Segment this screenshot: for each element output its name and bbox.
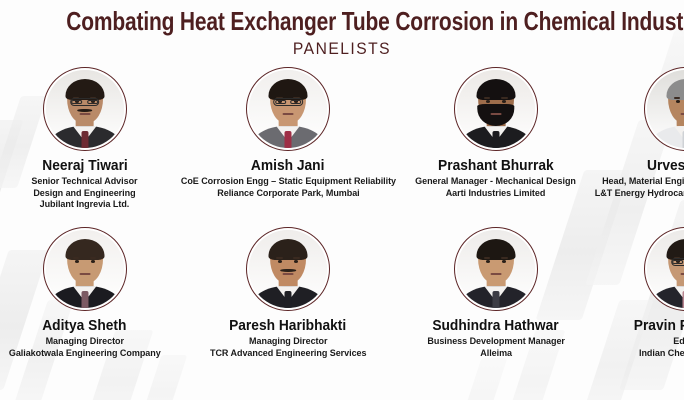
avatar-image — [646, 70, 684, 148]
panelist-name: Prashant Bhurrak — [438, 158, 554, 174]
panelist-name: Amish Jani — [251, 158, 325, 174]
panelist-detail-line1: Managing Director — [248, 336, 328, 347]
panelist-detail-line1: Senior Technical Advisor — [31, 176, 138, 187]
portrait-illustration — [45, 70, 124, 148]
portrait-illustration — [646, 70, 684, 148]
portrait-photo-aditya-sheth — [42, 227, 127, 311]
panelist-detail-line1: Business Development Manager — [427, 336, 565, 347]
avatar-image — [646, 230, 684, 308]
portrait-illustration — [249, 230, 327, 308]
panelist-detail-line2: Reliance Corporate Park, Mumbai — [216, 187, 360, 199]
avatar-image — [45, 230, 124, 308]
portrait-photo-prashant-bhurrak — [453, 67, 538, 151]
panelist-card: Prashant Bhurrak General Manager - Mechan… — [406, 67, 585, 227]
panelist-card: Neeraj Tiwari Senior Technical Advisor Des… — [0, 67, 170, 227]
panelist-details: Managing Director Galiakotwala Engineerin… — [4, 336, 166, 359]
panelist-name: Sudhindra Hathwar — [432, 318, 560, 334]
panelist-details: Business Development Manager Alleima — [423, 336, 569, 359]
portrait-photo-neeraj-tiwari — [42, 67, 127, 151]
panelist-card: Urvesh Vala Head, Material Engineering Te… — [585, 67, 684, 227]
panelist-card: Aditya Sheth Managing Director Galiakotwal… — [0, 227, 170, 387]
panelist-details: Senior Technical Advisor Design and Engin… — [28, 176, 141, 211]
portrait-illustration — [45, 230, 124, 308]
panelist-name: Paresh Haribhakti — [229, 318, 347, 334]
panelist-detail-line1: Head, Material Engineering Technology — [602, 176, 684, 187]
panelist-details: Managing Director TCR Advanced Engineerin… — [205, 336, 371, 359]
avatar-image — [249, 70, 327, 148]
portrait-photo-amish-jani — [246, 67, 330, 151]
portrait-photo-pravin-prashant — [643, 227, 684, 311]
panelist-details: General Manager - Mechanical Design Aarti… — [410, 176, 581, 199]
panelist-detail-line1: General Manager - Mechanical Design — [415, 176, 577, 187]
avatar-image — [249, 230, 327, 308]
panelist-details: CoE Corrosion Engg – Static Equipment Re… — [174, 176, 403, 199]
panelist-name: Urvesh Vala — [646, 158, 684, 174]
portrait-photo-paresh-haribhakti — [246, 227, 330, 311]
panelist-detail-line2: Indian Chemical News — [638, 347, 684, 359]
panelist-card: Paresh Haribhakti Managing Director TCR Ad… — [170, 227, 407, 387]
panelist-details: EditorIndian Chemical News — [636, 336, 684, 359]
panelist-detail-line2: L&T Energy Hydrocarbon Engineering Ltd. — [595, 187, 684, 199]
portrait-photo-urvesh-vala — [643, 67, 684, 151]
panelist-detail-line1: Editor — [672, 336, 684, 347]
panelist-detail-line2: Alleima — [480, 347, 512, 359]
avatar-image — [45, 70, 124, 148]
panelist-details: Head, Material Engineering TechnologyL&T… — [589, 176, 684, 199]
portrait-illustration — [456, 230, 535, 308]
panelist-card: Pravin Prashant EditorIndian Chemical New… — [585, 227, 684, 387]
panelist-name: Neeraj Tiwari — [42, 158, 128, 174]
panelist-name: Aditya Sheth — [42, 318, 127, 334]
poster-header: Combating Heat Exchanger Tube Corrosion … — [0, 0, 684, 59]
avatar-image — [456, 230, 535, 308]
avatar-image — [456, 70, 535, 148]
panelist-detail-line2: Aarti Industries Limited — [446, 187, 546, 199]
portrait-illustration — [646, 230, 684, 308]
panelist-card: Amish Jani CoE Corrosion Engg – Static Eq… — [170, 67, 407, 227]
panelist-detail-line3: Jubilant Ingrevia Ltd. — [39, 199, 130, 211]
panelist-name: Pravin Prashant — [633, 318, 684, 334]
panelist-detail-line1: Managing Director — [45, 336, 124, 347]
page-subtitle: PANELISTS — [292, 39, 392, 58]
panelist-detail-line2: Galiakotwala Engineering Company — [8, 347, 161, 359]
panelist-card: Sudhindra Hathwar Business Development Ma… — [406, 227, 585, 387]
panelists-grid: Neeraj Tiwari Senior Technical Advisor Des… — [0, 67, 684, 387]
page-title: Combating Heat Exchanger Tube Corrosion … — [66, 6, 684, 36]
panelist-detail-line2: Design and Engineering — [33, 187, 136, 199]
panelist-detail-line1: CoE Corrosion Engg – Static Equipment Re… — [180, 176, 396, 187]
portrait-photo-sudhindra-hathwar — [453, 227, 538, 311]
portrait-illustration — [249, 70, 327, 148]
panelist-detail-line2: TCR Advanced Engineering Services — [209, 347, 367, 359]
portrait-illustration — [456, 70, 535, 148]
